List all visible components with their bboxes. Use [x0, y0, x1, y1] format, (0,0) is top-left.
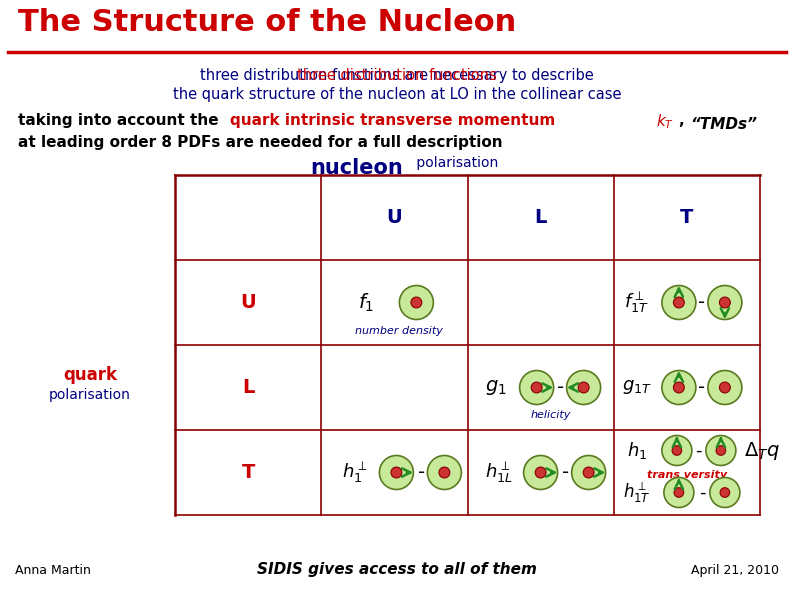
Circle shape — [672, 446, 682, 455]
Circle shape — [673, 297, 684, 308]
Text: -: - — [562, 463, 569, 482]
Circle shape — [567, 371, 600, 405]
Text: quark: quark — [63, 367, 117, 384]
Text: $\Delta_T q$: $\Delta_T q$ — [744, 440, 780, 462]
Text: at leading order 8 PDFs are needed for a full description: at leading order 8 PDFs are needed for a… — [18, 135, 503, 150]
Circle shape — [380, 456, 414, 490]
Circle shape — [439, 467, 450, 478]
Text: -: - — [698, 378, 705, 397]
Text: $f_{1T}^{\perp}$: $f_{1T}^{\perp}$ — [624, 290, 649, 315]
Text: $h_1^{\perp}$: $h_1^{\perp}$ — [341, 460, 367, 485]
Circle shape — [673, 382, 684, 393]
Text: $h_1$: $h_1$ — [626, 440, 647, 461]
Text: “TMDs”: “TMDs” — [690, 117, 757, 132]
Text: U: U — [387, 208, 403, 227]
Text: helicity: helicity — [530, 411, 571, 421]
Text: number density: number density — [356, 325, 443, 336]
Text: nucleon: nucleon — [310, 158, 403, 178]
Circle shape — [583, 467, 594, 478]
Text: Anna Martin: Anna Martin — [15, 564, 91, 577]
Text: $h_{1T}^{\perp}$: $h_{1T}^{\perp}$ — [623, 480, 651, 505]
Circle shape — [662, 286, 696, 320]
Circle shape — [535, 467, 546, 478]
Text: $f_1$: $f_1$ — [358, 292, 375, 314]
Text: -: - — [418, 463, 425, 482]
Circle shape — [710, 478, 740, 508]
Text: -: - — [698, 293, 705, 312]
Text: The Structure of the Nucleon: The Structure of the Nucleon — [18, 8, 516, 37]
Circle shape — [662, 436, 692, 465]
Text: $k_T$: $k_T$ — [656, 112, 674, 131]
Circle shape — [399, 286, 434, 320]
Text: $g_1$: $g_1$ — [485, 378, 507, 397]
Text: T: T — [680, 208, 694, 227]
Text: quark intrinsic transverse momentum: quark intrinsic transverse momentum — [230, 113, 561, 128]
Text: the quark structure of the nucleon at LO in the collinear case: the quark structure of the nucleon at LO… — [173, 87, 621, 102]
Circle shape — [662, 371, 696, 405]
Text: taking into account the: taking into account the — [18, 113, 224, 128]
Circle shape — [531, 382, 542, 393]
Circle shape — [572, 456, 606, 490]
Text: -: - — [696, 441, 702, 459]
Circle shape — [391, 467, 402, 478]
Circle shape — [519, 371, 553, 405]
Text: -: - — [699, 484, 705, 502]
Circle shape — [720, 488, 730, 497]
Circle shape — [719, 382, 730, 393]
Circle shape — [716, 446, 726, 455]
Circle shape — [719, 297, 730, 308]
Circle shape — [427, 456, 461, 490]
Text: T: T — [241, 463, 255, 482]
Text: SIDIS gives access to all of them: SIDIS gives access to all of them — [257, 562, 537, 577]
Circle shape — [706, 436, 736, 465]
Circle shape — [411, 297, 422, 308]
Circle shape — [523, 456, 557, 490]
Circle shape — [664, 478, 694, 508]
Text: $h_{1L}^{\perp}$: $h_{1L}^{\perp}$ — [485, 460, 512, 485]
Circle shape — [708, 286, 742, 320]
Circle shape — [674, 488, 684, 497]
Text: U: U — [241, 293, 256, 312]
Circle shape — [578, 382, 589, 393]
Text: L: L — [242, 378, 254, 397]
Text: $g_{1T}$: $g_{1T}$ — [622, 378, 652, 396]
Text: ,: , — [678, 113, 684, 128]
Text: polarisation: polarisation — [412, 156, 499, 170]
Text: three distribution functions are necessary to describe: three distribution functions are necessa… — [200, 68, 594, 83]
Circle shape — [708, 371, 742, 405]
Text: April 21, 2010: April 21, 2010 — [691, 564, 779, 577]
Text: -: - — [557, 378, 565, 397]
Text: three distribution functions: three distribution functions — [297, 68, 497, 83]
Text: L: L — [534, 208, 547, 227]
Text: polarisation: polarisation — [49, 389, 131, 402]
Text: trans versity: trans versity — [647, 469, 727, 480]
